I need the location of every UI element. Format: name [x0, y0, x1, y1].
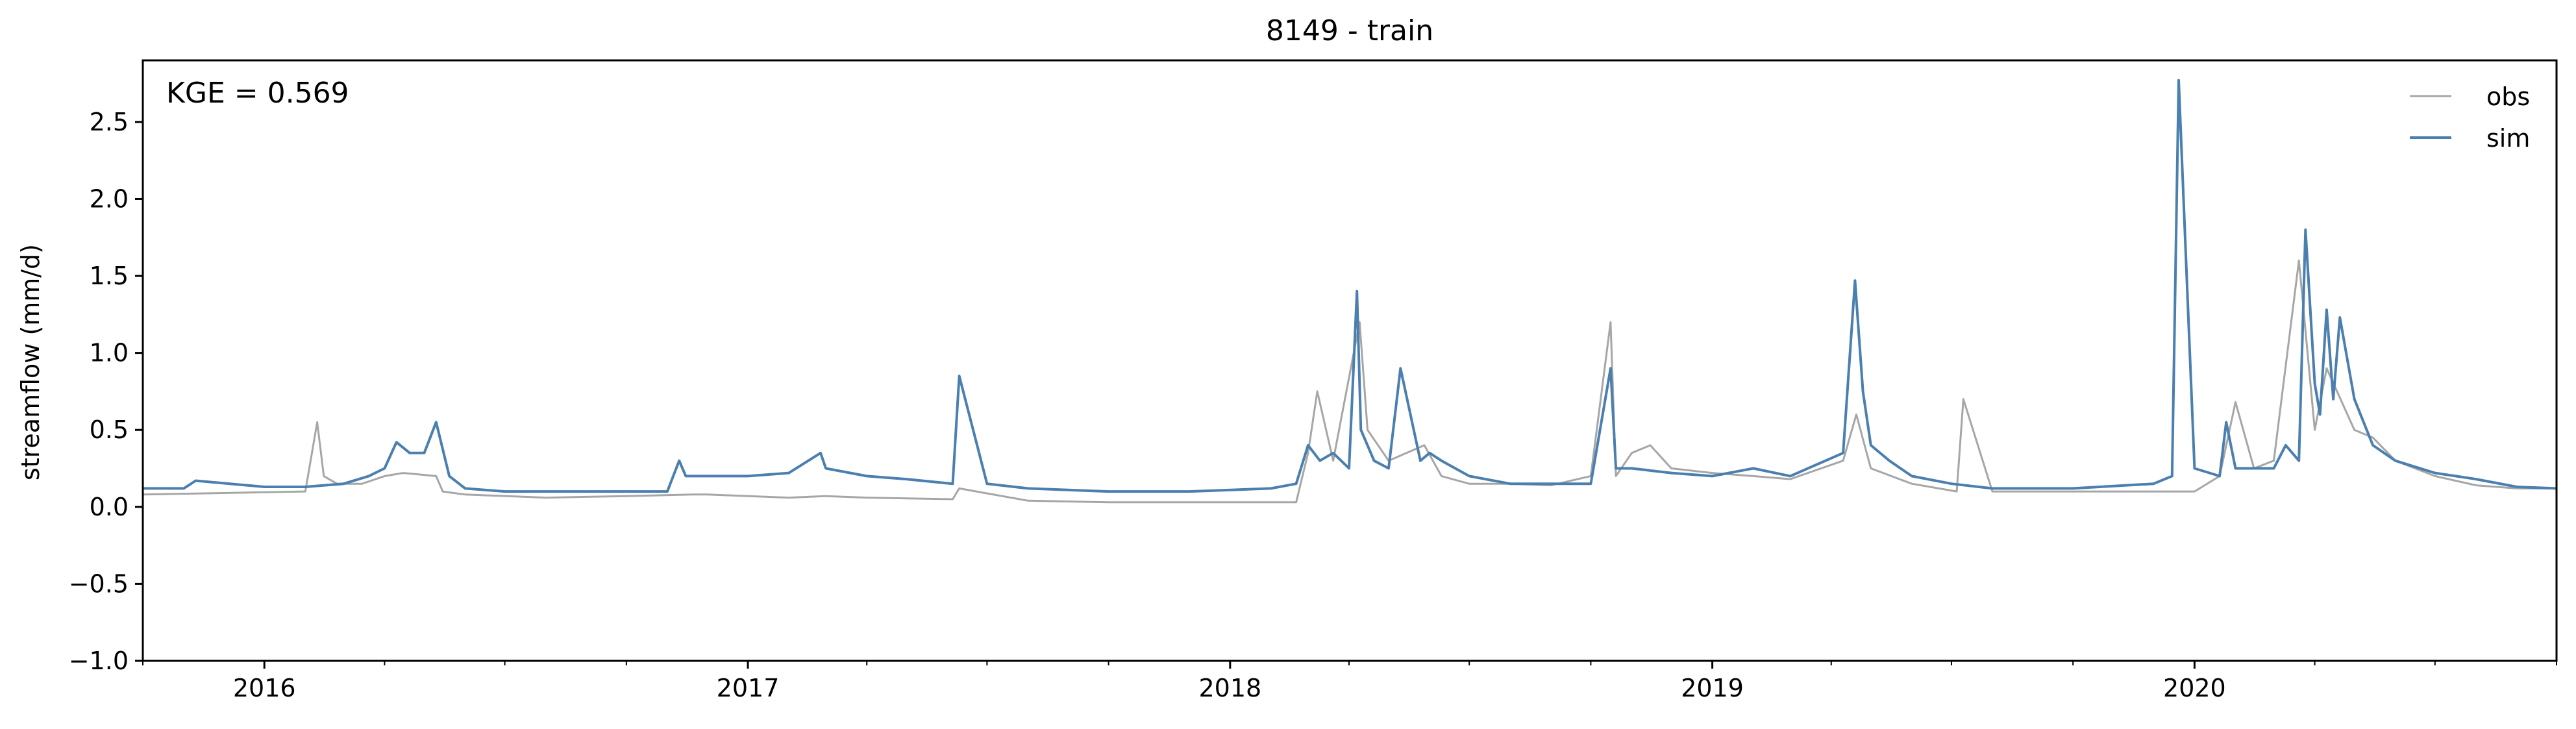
chart-title: 8149 - train — [1266, 14, 1433, 47]
x-tick-label: 2016 — [233, 674, 296, 702]
y-tick-label: 0.0 — [90, 493, 129, 521]
y-tick-label: 2.0 — [90, 184, 129, 213]
x-tick-label: 2020 — [2163, 674, 2226, 702]
legend-label-obs: obs — [2486, 82, 2530, 111]
y-axis-label: streamflow (mm/d) — [16, 244, 45, 480]
x-tick-label: 2019 — [1681, 674, 1744, 702]
plot-frame — [142, 59, 2558, 662]
y-tick-label: 2.5 — [90, 108, 129, 136]
series-line-sim — [143, 79, 2557, 493]
kge-annotation: KGE = 0.569 — [166, 77, 349, 110]
axis-layer: −1.0 −0.5 0.0 0.5 1.0 1.5 2.0 2.5 2016 2017 2018 20… — [69, 108, 2557, 702]
y-tick-label: 1.0 — [90, 339, 129, 367]
x-tick-label: 2018 — [1198, 674, 1261, 702]
y-tick-label: 0.5 — [90, 415, 129, 444]
legend: obs sim — [2410, 82, 2530, 153]
y-tick-label: 1.5 — [90, 262, 129, 290]
x-tick-label: 2017 — [717, 674, 780, 702]
y-tick-label: −0.5 — [69, 569, 129, 598]
y-tick-label: −1.0 — [69, 647, 129, 675]
legend-label-sim: sim — [2486, 124, 2530, 153]
series-layer — [142, 79, 2557, 504]
